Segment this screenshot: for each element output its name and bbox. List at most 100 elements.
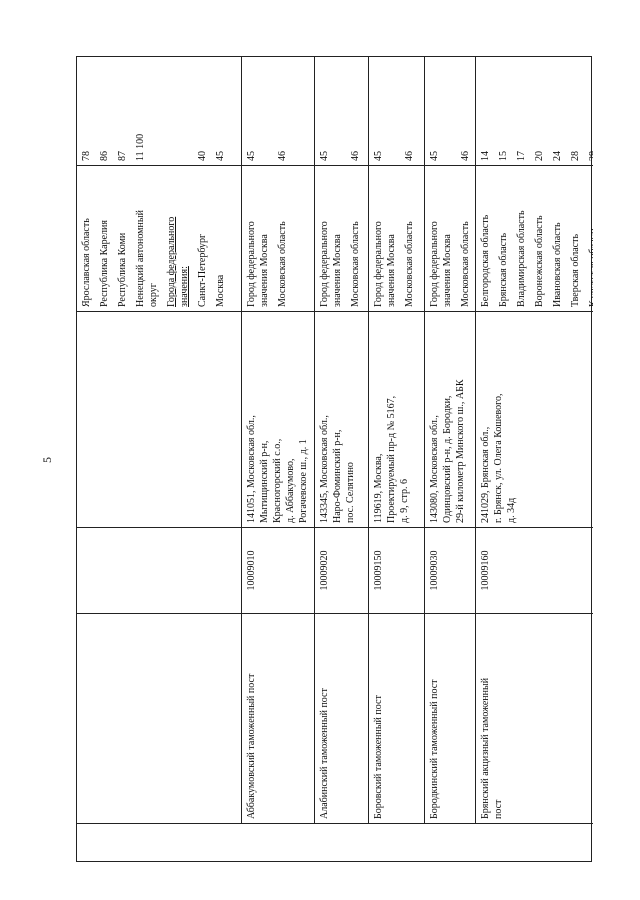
region-name: Город федерального значения Москва [318,166,344,311]
region-line: Тверская область [570,233,581,307]
region-code: 86 [99,151,110,161]
region-code: 15 [498,151,509,161]
region-code: 11 100 [135,133,146,161]
post-name-cell: Брянский акцизный таможенный пост [476,614,593,824]
post-name: Алабинский таможенный пост [319,688,330,819]
post-name: Брянский акцизный таможенный [480,677,491,819]
region-name: Брянская область [497,166,510,311]
post-code-cell: 10009010 [242,528,314,614]
region-name: Ивановская область [551,166,564,311]
region-name: Московская область [459,166,472,311]
address-line: Рогачевское ш., д. 1 [298,439,309,523]
region-line: значения Москва [259,234,270,307]
address-line: 143080, Московская обл., [429,415,440,523]
region-code: 46 [460,151,471,161]
post-code: 10009150 [373,550,384,591]
region-name: Республика Коми [116,166,129,311]
region-line: Город федерального [246,221,257,307]
post-code: 10009020 [319,550,330,591]
region-name: Санкт-Петербург [196,166,209,311]
post-name: пост [493,799,504,819]
table-row: Ярославская область 78 Республика Карелия 8… [77,57,241,824]
address-line: пос. Селятино [345,462,356,523]
post-code-cell: 10009030 [425,528,475,614]
region-name: Московская область [276,166,289,311]
post-name-cell [77,614,241,824]
region-line: Республика Карелия [99,220,110,307]
region-name: Город федерального значения Москва [372,166,398,311]
post-name-cell: Боровский таможенный пост [369,614,424,824]
region-code: 45 [246,151,257,161]
address-line: Одинцовский р-н, д. Бородки, [442,395,453,523]
address-cell: 119619, Москва, Проектируемый пр-д № 5167… [369,312,424,528]
region-code: 45 [373,151,384,161]
blank-column [76,823,592,862]
region-code: 40 [197,151,208,161]
address-line: Наро-Фоминский р-н, [332,429,343,523]
region-name: Ненецкий автономный округ [134,166,160,311]
region-name: Республика Карелия [98,166,111,311]
region-line: Калужская область [588,226,593,307]
post-name-cell: Бородкинский таможенный пост [425,614,475,824]
post-code-cell: 10009150 [369,528,424,614]
region-line: Брянская область [498,232,509,307]
regions-cell: Город федерального значения Москва 45 Моско… [315,57,368,312]
region-name: Калужская область [587,166,593,311]
region-line: Воронежская область [534,215,545,307]
table-row: Аббакумовский таможенный пост 10009010 141… [241,57,314,824]
regions-cell: Город федерального значения Москва 45 Моско… [242,57,314,312]
region-name: Белгородская область [479,166,492,311]
address-cell [77,312,241,528]
region-code: 17 [516,151,527,161]
region-line: Москва [215,274,226,307]
address-cell: 143345, Московская обл., Наро-Фоминский р… [315,312,368,528]
address-line: г. Брянск, ул. Олега Кошевого, [493,393,504,523]
region-line: Московская область [460,221,471,307]
region-line: значения Москва [442,234,453,307]
region-line: Ненецкий автономный [135,210,146,307]
regions-cell: Белгородская область 14 Брянская область 15… [476,57,593,312]
region-line: округ [148,283,159,307]
post-name: Бородкинский таможенный пост [429,679,440,819]
region-code: 45 [319,151,330,161]
region-name: Московская область [403,166,416,311]
region-name: Город федерального значения Москва [245,166,271,311]
address-cell: 241029, Брянская обл., г. Брянск, ул. Оле… [476,312,593,528]
table-body: Ярославская область 78 Республика Карелия 8… [76,56,593,824]
region-line: Город федерального [429,221,440,307]
address-line: Красногорский с.о., [272,438,283,523]
region-code [165,57,191,166]
page-number: 5 [40,457,54,463]
address-line: 143345, Московская обл., [319,415,330,523]
region-code: 14 [480,151,491,161]
region-name: Воронежская область [533,166,546,311]
address-cell: 143080, Московская обл., Одинцовский р-н,… [425,312,475,528]
address-line: 241029, Брянская обл., [480,426,491,523]
post-code: 10009010 [246,550,257,591]
region-name: Москва [214,166,227,311]
address-line: д. Аббакумово, [285,458,296,523]
address-cell: 141051, Московская обл., Мытищинский р-н,… [242,312,314,528]
region-line: Город федерального [373,221,384,307]
address-line: 29-й километр Минского ш., АБК [455,379,466,523]
table-row: Алабинский таможенный пост 10009020 143345… [314,57,368,824]
region-line: Город федерального [319,221,330,307]
address-line: д. 9, стр. 6 [399,478,410,523]
region-code: 24 [552,151,563,161]
address-line: 119619, Москва, [373,453,384,523]
region-code: 45 [215,151,226,161]
post-code-cell: 10009160 [476,528,593,614]
region-name: Тверская область [569,166,582,311]
address-line: Проектируемый пр-д № 5167, [386,395,397,523]
region-line: Санкт-Петербург [197,233,208,307]
region-line: Владимирская область [516,210,527,307]
region-group-heading: Города федерального значения: [165,166,191,311]
region-line: Московская область [404,221,415,307]
address-line: 141051, Московская обл., [246,415,257,523]
post-code: 10009160 [480,550,491,591]
region-code: 45 [429,151,440,161]
region-name: Город федерального значения Москва [428,166,454,311]
region-name: Владимирская область [515,166,528,311]
region-line: Республика Коми [117,232,128,307]
region-line: Ивановская область [552,222,563,307]
